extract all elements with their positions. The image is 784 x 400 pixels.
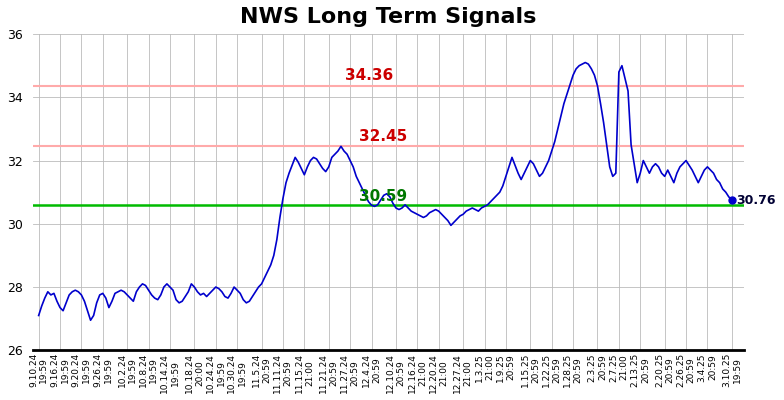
Title: NWS Long Term Signals: NWS Long Term Signals [240, 7, 536, 27]
Text: 30.76: 30.76 [736, 194, 776, 208]
Text: 32.45: 32.45 [359, 129, 407, 144]
Text: 34.36: 34.36 [345, 68, 394, 83]
Text: 30.59: 30.59 [359, 189, 407, 204]
